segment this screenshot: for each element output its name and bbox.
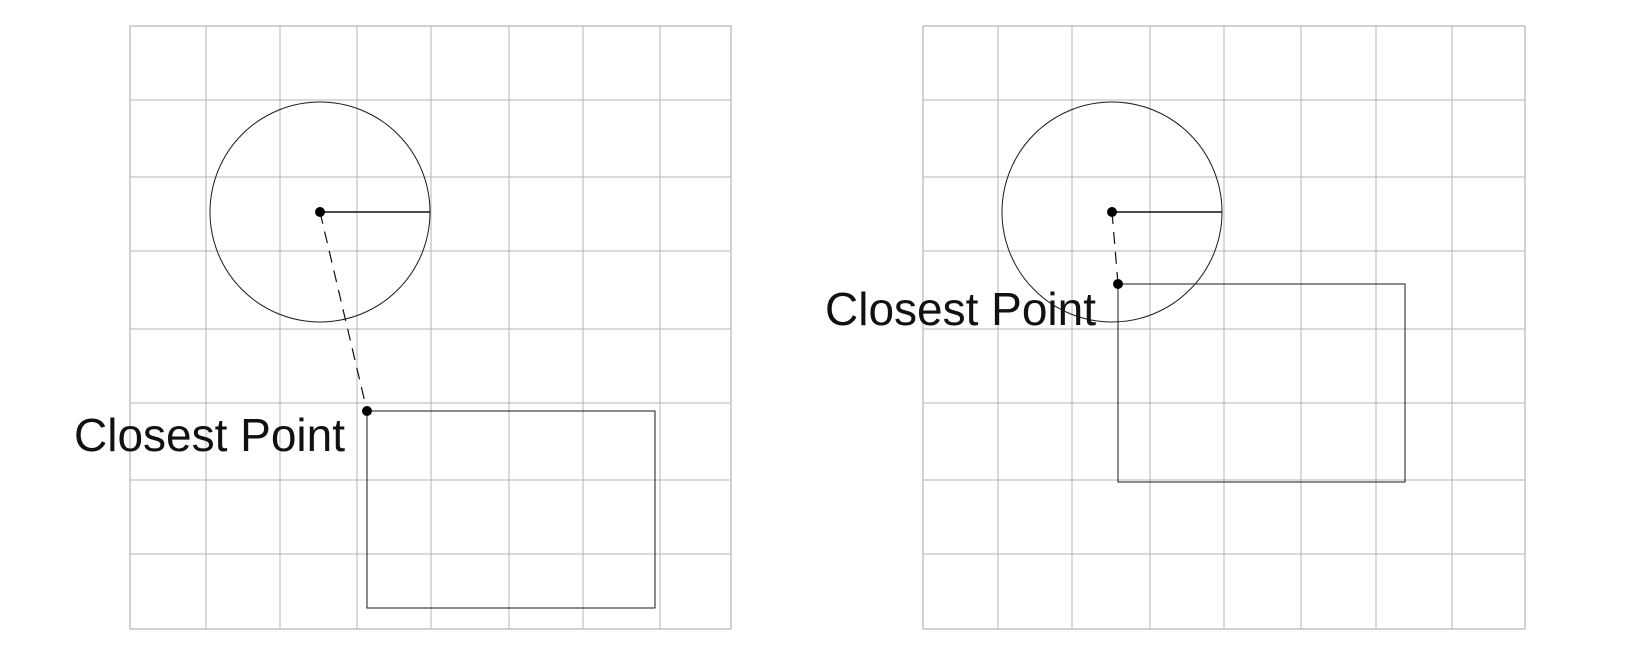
rectangle-left xyxy=(366,410,656,609)
closest-point-label-left: Closest Point xyxy=(74,409,345,461)
distance-line-left xyxy=(319,211,368,412)
grid-border-right xyxy=(922,25,1526,630)
closest-point-dot-right xyxy=(1113,279,1123,289)
grid-left xyxy=(130,26,731,629)
closest-point-dot-left xyxy=(362,406,372,416)
circle-center-dot-right xyxy=(1107,207,1117,217)
distance-line-right xyxy=(1111,211,1119,285)
rectangle-right xyxy=(1117,283,1406,483)
closest-point-label-right: Closest Point xyxy=(825,283,1096,335)
panel-right: Closest Point xyxy=(825,25,1526,630)
panel-left: Closest Point xyxy=(74,25,732,630)
circle-center-dot-left xyxy=(315,207,325,217)
grid-right xyxy=(923,26,1525,629)
grid-border-left xyxy=(129,25,732,630)
